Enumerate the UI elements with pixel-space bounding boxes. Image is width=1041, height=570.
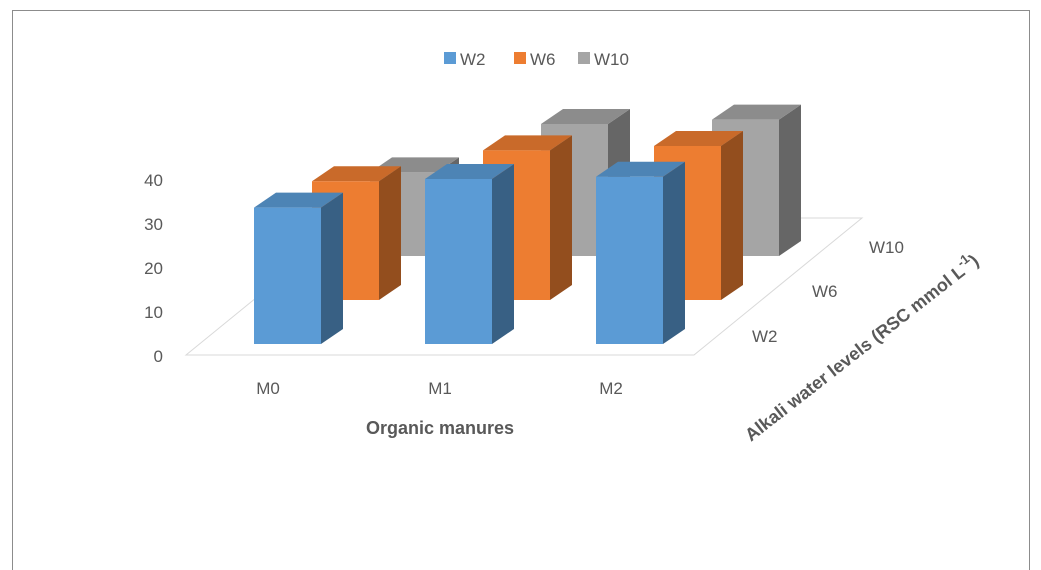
bar-top-face [712,104,801,120]
x-axis: M0 M1 M2 Organic manures [256,379,623,438]
bar-m0-w2 [254,192,343,344]
bar-top-face [654,131,743,146]
bar-front-face [596,176,663,344]
depth-tick-label-w6: W6 [812,282,838,301]
depth-tick-label-w2: W2 [752,327,778,346]
y-tick-label: 40 [144,171,163,190]
bar-side-face [321,192,343,344]
y-tick-label: 20 [144,259,163,278]
bar-side-face [663,161,685,344]
legend-label-w10: W10 [594,50,629,69]
bars [254,104,801,344]
legend-label-w6: W6 [530,50,556,69]
bar-side-face [492,164,514,344]
legend: W2 W6 W10 [444,50,629,69]
bar-top-face [254,192,343,208]
x-tick-label-m2: M2 [599,379,623,398]
depth-tick-label-w10: W10 [869,238,904,257]
y-tick-label: 0 [154,347,163,366]
bar-side-face [721,131,743,300]
y-axis: 0 10 20 30 40 [144,171,163,366]
legend-label-w2: W2 [460,50,486,69]
y-tick-label: 30 [144,215,163,234]
x-tick-label-m1: M1 [428,379,452,398]
bar-top-face [483,135,572,151]
legend-swatch-w10 [578,52,590,64]
x-tick-label-m0: M0 [256,379,280,398]
legend-swatch-w6 [514,52,526,64]
bar-m1-w2 [425,164,514,344]
bar-top-face [312,166,401,182]
legend-swatch-w2 [444,52,456,64]
bar-side-face [550,135,572,300]
y-tick-label: 10 [144,303,163,322]
x-axis-title: Organic manures [366,418,514,438]
bar-m2-w2 [596,161,685,344]
bar-top-face [596,161,685,177]
bar-side-face [379,166,401,300]
bar-front-face [254,207,321,344]
bar-top-face [541,109,630,124]
bar-top-face [425,164,514,179]
bar-side-face [779,104,801,256]
bar-front-face [425,179,492,344]
